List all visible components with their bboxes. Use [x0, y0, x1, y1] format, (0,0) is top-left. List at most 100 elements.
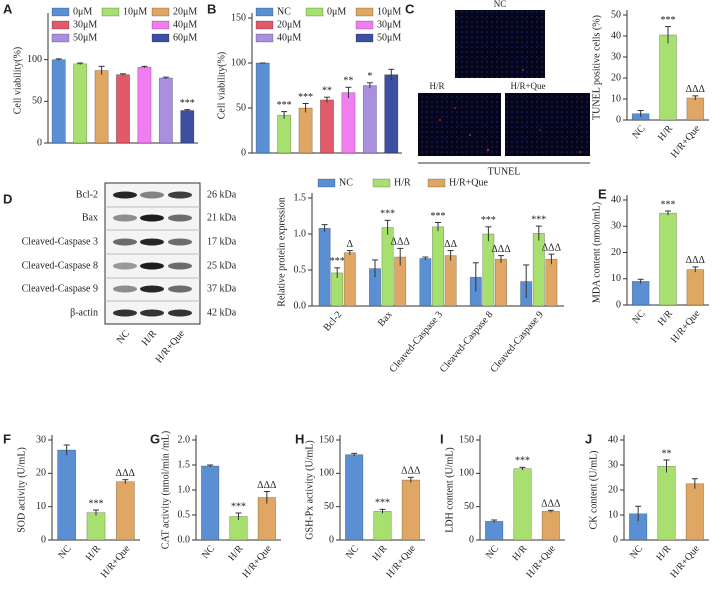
bar [73, 63, 88, 144]
significance: *** [661, 199, 676, 210]
legend-swatch [355, 20, 374, 30]
significance: *** [180, 98, 195, 109]
bar [659, 34, 677, 121]
y-tick-label: 1.0 [178, 484, 191, 495]
legend-label: 60μM [173, 32, 197, 43]
x-tick-label: H/R [654, 543, 673, 563]
x-tick-label: H/R [226, 543, 245, 563]
significance: ΔΔΔ [401, 466, 421, 477]
y-tick-label: 100 [459, 468, 474, 479]
y-tick-label: 1.5 [178, 459, 191, 470]
y-tick-label: 30 [611, 51, 621, 62]
x-tick-label: Bax [376, 309, 395, 328]
legend-label: H/R [394, 177, 411, 188]
bar [180, 110, 195, 144]
legend-label: H/R+Que [449, 177, 489, 188]
legend-swatch [151, 7, 170, 17]
legend-label: 0μM [327, 6, 346, 17]
y-tick-label: 50 [324, 501, 334, 512]
band [113, 238, 137, 246]
x-tick-label: Cleaved-Caspase 8 [438, 309, 496, 375]
legend-label: 10μM [377, 6, 401, 17]
significance: ** [662, 448, 672, 459]
significance: * [367, 71, 372, 82]
protein-label: Cleaved-Caspase 9 [22, 283, 98, 294]
legend-swatch [51, 20, 70, 30]
x-tick-label: H/R [370, 543, 389, 563]
x-tick-label: NC [200, 543, 218, 561]
significance: *** [231, 501, 246, 512]
band [168, 238, 192, 246]
legend-label: 20μM [173, 6, 197, 17]
significance: *** [375, 498, 390, 509]
bar [229, 516, 248, 541]
image-label: H/R+Que [510, 81, 545, 91]
x-tick-label: NC [484, 543, 502, 561]
bar [137, 66, 152, 144]
y-tick-label: 10 [608, 509, 618, 520]
legend-label: 30μM [377, 19, 401, 30]
panel-label: J [585, 431, 592, 446]
micrograph [505, 93, 590, 156]
y-axis-title: CAT activity (nmol/min /mL) [160, 431, 171, 549]
y-axis-title: GSH-Px activity (U/mL) [304, 440, 315, 539]
y-tick-label: 10 [36, 501, 46, 512]
legend-swatch [151, 33, 170, 43]
significance: *** [661, 15, 676, 26]
y-axis-title: MDA content (nmol/mL) [591, 202, 602, 303]
size-label: 37 kDa [207, 283, 237, 294]
y-tick-label: 0 [41, 534, 46, 545]
significance: *** [277, 100, 292, 111]
significance: ΔΔΔ [686, 84, 706, 95]
bar [116, 74, 130, 144]
x-tick-label: NC [344, 543, 362, 561]
x-tick-label: NC [630, 123, 648, 141]
image-caption: TUNEL [488, 166, 521, 177]
band [140, 285, 164, 293]
y-tick-label: 0.5 [178, 509, 191, 520]
x-tick-label: H/R [656, 308, 675, 328]
bar [318, 227, 331, 307]
significance: ΔΔΔ [491, 244, 511, 255]
legend-label: 40μM [173, 19, 197, 30]
y-axis-title: Cell viability(%) [12, 47, 23, 115]
bar [341, 92, 356, 154]
bar [257, 497, 276, 541]
bar [51, 59, 66, 144]
bar [345, 454, 364, 541]
size-label: 17 kDa [207, 236, 237, 247]
bar [201, 465, 220, 541]
bar [545, 258, 558, 307]
y-tick-label: 100 [231, 57, 246, 68]
y-tick-label: 30 [608, 459, 618, 470]
x-tick-label: H/R+Que [99, 543, 133, 580]
tunel-dots [439, 69, 581, 153]
bar [685, 483, 704, 541]
y-axis-title: LDH content (U/mL) [444, 447, 455, 533]
y-tick-label: 20 [611, 247, 621, 258]
legend-label: 50μM [73, 32, 97, 43]
y-tick-label: 0 [613, 534, 618, 545]
x-tick-label: H/R+Que [669, 308, 703, 345]
y-tick-label: 100 [27, 54, 42, 65]
y-tick-label: 10 [611, 273, 621, 284]
panel-label: E [598, 186, 607, 201]
legend-swatch [51, 33, 70, 43]
image-label: NC [494, 0, 507, 9]
x-tick-label: H/R+Que [240, 543, 274, 580]
panel-label: I [440, 431, 444, 446]
significance: ** [322, 85, 332, 96]
legend-label: 0μM [73, 6, 92, 17]
y-axis-title: SOD activity (U/mL) [16, 447, 27, 533]
bar [541, 511, 560, 541]
significance: Δ [347, 239, 354, 250]
legend-swatch [355, 33, 374, 43]
protein-label: Bcl-2 [76, 189, 98, 200]
bar [115, 481, 135, 541]
significance: *** [380, 209, 395, 220]
x-tick-label: NC [56, 543, 74, 561]
bar [419, 258, 432, 307]
y-tick-label: 50 [32, 96, 42, 107]
legend-swatch [101, 7, 120, 17]
